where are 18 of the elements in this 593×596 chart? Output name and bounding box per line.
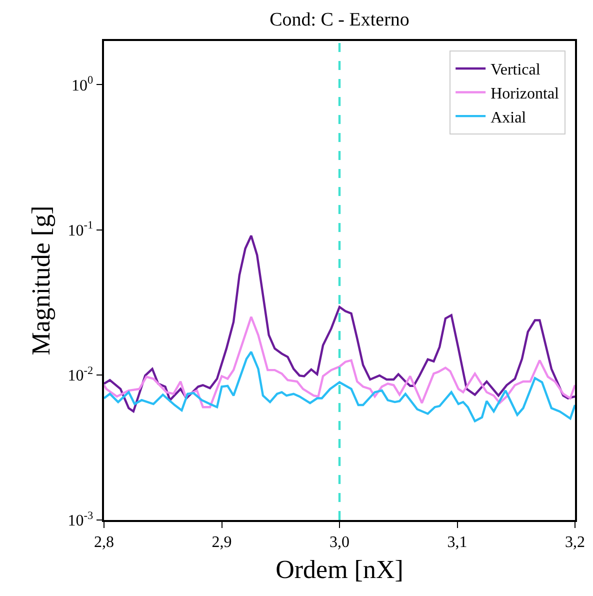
legend-label: Vertical: [490, 62, 541, 79]
y-tick-label: 10$^{0}$: [71, 74, 94, 94]
chart-title: Cond: C - Externo: [270, 9, 410, 30]
x-axis-title: Ordem [nX]: [276, 555, 404, 584]
y-tick-label: 10$^{-3}$: [68, 510, 94, 530]
legend-label: Horizontal: [490, 86, 560, 103]
y-axis-title: Magnitude [g]: [26, 206, 56, 356]
y-tick-label: 10$^{-1}$: [68, 220, 94, 240]
y-tick-label: 10$^{-2}$: [68, 364, 94, 384]
line-series: [104, 234, 575, 413]
line-series: [104, 316, 575, 408]
x-tick-label: 3,2: [565, 534, 585, 551]
x-tick-label: 3,1: [447, 534, 468, 551]
line-series: [104, 350, 575, 422]
x-tick-label: 3,0: [330, 534, 350, 551]
x-tick-label: 2,9: [212, 534, 232, 551]
legend-label: Axial: [490, 109, 527, 126]
x-tick-label: 2,8: [94, 534, 114, 551]
